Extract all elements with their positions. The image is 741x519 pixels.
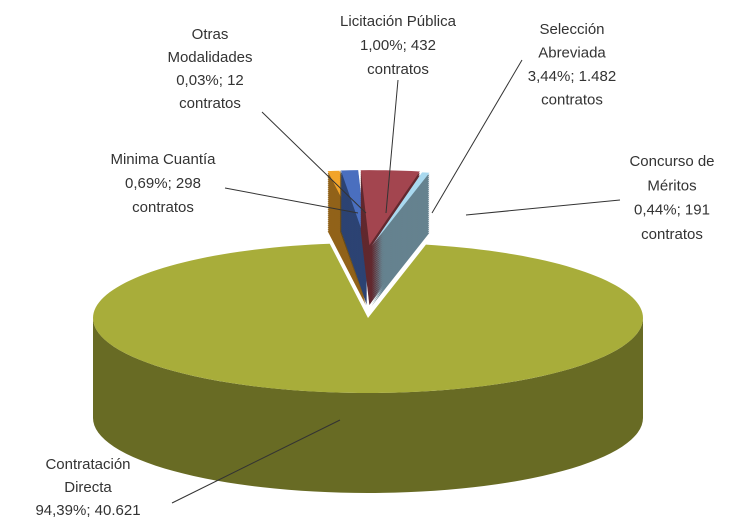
slice-label: contratos xyxy=(641,226,703,243)
slice-side xyxy=(371,224,430,299)
slice-side xyxy=(340,204,367,280)
slice-side xyxy=(371,202,430,277)
slice-side xyxy=(340,194,367,270)
slice-side xyxy=(371,210,430,285)
slice-label: Concurso de xyxy=(629,153,714,170)
slice-side xyxy=(340,214,367,290)
slice-side xyxy=(340,226,367,302)
slice-side xyxy=(371,218,430,293)
slice-side xyxy=(371,204,430,279)
slice-side xyxy=(339,228,367,304)
slice-label: contratos xyxy=(541,91,603,108)
slice-side xyxy=(371,208,430,283)
slice-label: Modalidades xyxy=(167,49,252,66)
slice-side xyxy=(371,192,430,267)
slice-side xyxy=(371,198,430,273)
slice-side xyxy=(340,218,367,294)
slice-side xyxy=(371,228,430,303)
slice-label: Minima Cuantía xyxy=(110,151,216,168)
slice-side xyxy=(340,216,367,292)
slice-side xyxy=(371,180,430,255)
leader-line xyxy=(465,199,621,216)
leader-line xyxy=(261,111,367,214)
slice-label: 0,44%; 191 xyxy=(634,202,710,219)
leader-line xyxy=(171,419,341,504)
pie-slice xyxy=(93,243,643,393)
slice-label: Directa xyxy=(64,479,112,496)
slice-side xyxy=(340,184,367,260)
slice-label: Licitación Pública xyxy=(340,13,457,30)
slice-side xyxy=(327,228,366,304)
slice-side xyxy=(340,196,367,272)
slice-side xyxy=(340,182,367,258)
slice-label: Méritos xyxy=(647,177,696,194)
slice-label: Selección xyxy=(539,21,604,38)
slice-side xyxy=(340,174,367,250)
slice-side xyxy=(340,230,367,306)
slice-side xyxy=(340,210,367,286)
slice-side xyxy=(340,228,367,304)
slice-label: contratos xyxy=(179,95,241,112)
slice-side xyxy=(371,174,430,249)
slice-side xyxy=(340,178,367,254)
pie-slice xyxy=(371,172,430,247)
slice-label: Otras xyxy=(192,26,229,43)
pie-slice xyxy=(340,170,367,246)
slice-side xyxy=(371,206,430,281)
slice-side xyxy=(371,182,430,257)
slice-side xyxy=(371,178,430,253)
slice-side xyxy=(340,186,367,262)
slice-side xyxy=(371,200,430,275)
slice-side xyxy=(340,212,367,288)
slice-label: 0,69%; 298 xyxy=(125,175,201,192)
slice-side xyxy=(340,200,367,276)
slice-side xyxy=(371,226,430,301)
slice-side xyxy=(371,212,430,287)
slice-side xyxy=(371,196,430,271)
slice-side xyxy=(371,214,430,289)
slice-side xyxy=(371,220,430,295)
slice-side xyxy=(340,180,367,256)
slice-side xyxy=(371,176,430,251)
pie-slice xyxy=(360,170,420,246)
leader-line xyxy=(224,187,359,214)
slice-label: contratos xyxy=(367,61,429,78)
slice-side xyxy=(340,220,367,296)
slice-side xyxy=(327,230,366,306)
slice-label: 3,44%; 1.482 xyxy=(528,68,616,85)
slice-side xyxy=(371,190,430,265)
slice-side xyxy=(371,194,430,269)
leader-line xyxy=(385,79,399,214)
slice-side xyxy=(93,318,643,493)
slice-side xyxy=(340,206,367,282)
slice-label: Contratación xyxy=(45,456,130,473)
slice-label: Abreviada xyxy=(538,44,606,61)
slice-side xyxy=(340,190,367,266)
slice-side xyxy=(371,184,430,259)
slice-label: 0,03%; 12 xyxy=(176,72,244,89)
slice-side xyxy=(371,216,430,291)
slice-side xyxy=(340,198,367,274)
slice-label: 1,00%; 432 xyxy=(360,37,436,54)
slice-side xyxy=(340,188,367,264)
slice-side xyxy=(371,222,430,297)
slice-side xyxy=(371,230,430,305)
slice-label: contratos xyxy=(132,199,194,216)
slice-side xyxy=(327,222,366,298)
slice-side xyxy=(371,188,430,263)
slice-side xyxy=(339,230,367,306)
slice-side xyxy=(340,172,367,248)
slice-label: 94,39%; 40.621 xyxy=(35,502,140,519)
slice-side xyxy=(340,208,367,284)
slice-side xyxy=(371,186,430,261)
slice-side xyxy=(340,202,367,278)
slice-side xyxy=(327,226,366,302)
slice-side xyxy=(340,222,367,298)
slice-side xyxy=(340,224,367,300)
leader-line xyxy=(431,59,523,214)
slice-side xyxy=(327,224,366,300)
slice-side xyxy=(371,232,430,307)
